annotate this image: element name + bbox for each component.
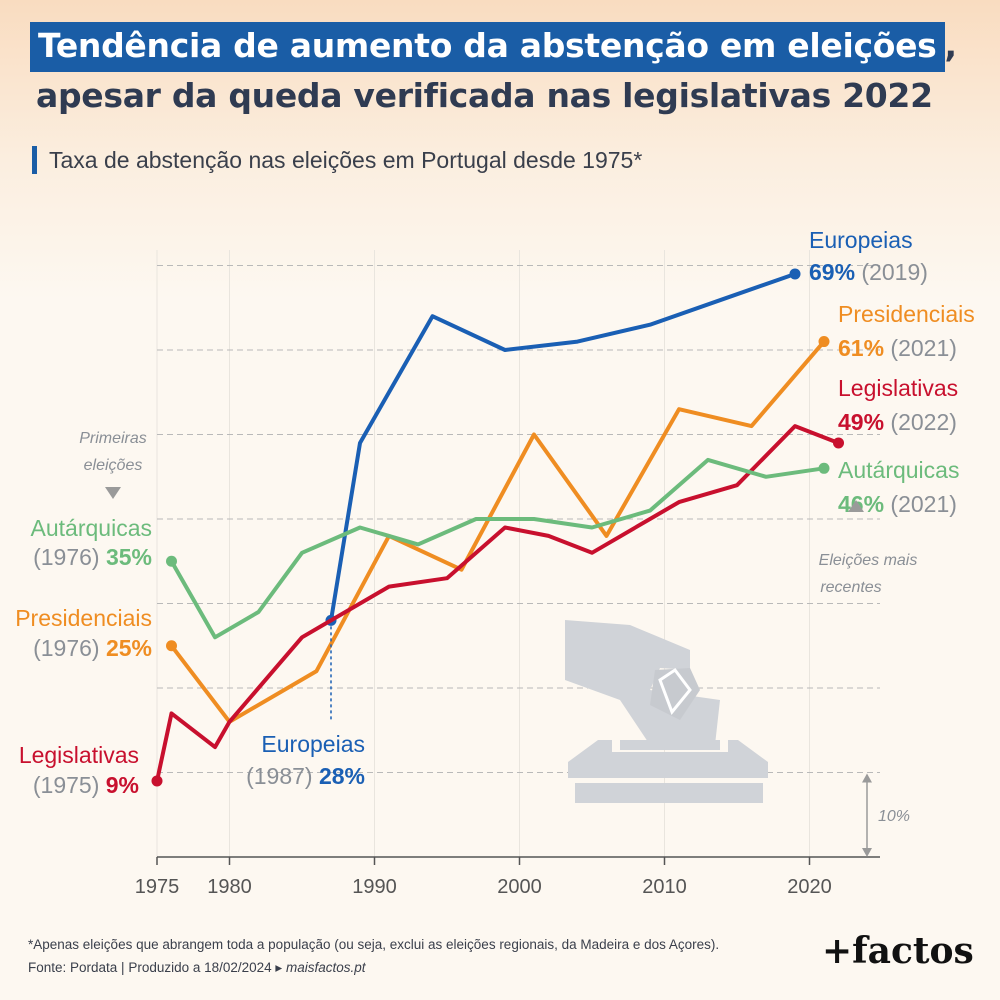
start-label-value-0: (1987) 28% [246,763,365,789]
end-label-value-3-part-1: (2021) [884,491,957,517]
title-line-1: Tendência de aumento da abstenção em ele… [30,22,945,72]
end-label-value-0-part-1: (2019) [855,259,928,285]
x-tick-label-2000: 2000 [497,876,542,898]
annotation-first-line1: Primeiras [79,430,147,447]
footnote: *Apenas eleições que abrangem toda a pop… [28,937,720,952]
start-label-value-1-part-1: 25% [100,635,152,661]
start-label-value-2: (1975) 9% [33,772,139,798]
start-label-value-0-part-0: (1987) [246,763,312,789]
start-label-name-1-part-0: Presidenciais [15,605,152,631]
annotation-latest-line1: Eleições mais [819,552,918,569]
series-layer [151,268,844,787]
source-line: Fonte: Pordata | Produzido a 18/02/2024 … [28,960,366,976]
title-line-2: apesar da queda verificada nas legislati… [36,76,933,115]
scale-arrow-top [862,773,872,783]
brand-logo: +factos [822,930,974,972]
end-label-name-3-part-0: Autárquicas [838,457,959,483]
label-layer: Europeias (1987) 28% Presidenciais (1976) 2… [15,227,975,798]
end-label-name-0: Europeias [809,227,913,253]
end-label-value-1-part-1: (2021) [884,335,957,361]
start-label-name-3-part-0: Autárquicas [31,515,152,541]
end-label-value-3-part-0: 46% [838,491,884,517]
scale-label: 10% [878,808,910,825]
start-label-value-0-part-1: 28% [313,763,365,789]
series-line-0 [329,272,797,623]
x-tick-label-2010: 2010 [642,876,687,898]
series-line-2 [155,424,841,783]
x-tick-label-1990: 1990 [352,876,397,898]
end-label-value-0-part-0: 69% [809,259,855,285]
end-label-value-2: 49% (2022) [838,409,957,435]
ballot-box-icon [565,620,768,803]
start-label-value-2-part-0: (1975) [33,772,99,798]
series-end-point-3 [818,462,830,474]
source-text: Fonte: Pordata | Produzido a 18/02/2024 … [28,960,283,975]
x-axis: 1975 1980 1990 2000 2010 2020 [135,856,880,898]
x-tick-label-1975: 1975 [135,876,180,898]
start-label-name-2-part-0: Legislativas [19,742,139,768]
series-end-point-2 [833,437,844,449]
start-label-value-1-part-0: (1976) [33,635,99,661]
x-tick-label-2020: 2020 [787,876,832,898]
end-label-name-1-part-0: Presidenciais [838,301,975,327]
end-label-name-3: Autárquicas [838,457,959,483]
annotation-first-arrow [105,487,121,499]
annotation-layer: Primeiras eleições Eleições mais recentes 10… [79,430,917,857]
chart-subtitle: Taxa de abstenção nas eleições em Portug… [32,146,642,174]
end-label-name-2: Legislativas [838,375,958,401]
annotation-latest-line2: recentes [820,579,881,596]
start-label-name-1: Presidenciais [15,605,152,631]
title-block: Tendência de aumento da abstenção em ele… [30,22,980,115]
series-end-point-0 [789,268,801,280]
end-label-value-2-part-0: 49% [838,409,884,435]
end-label-value-3: 46% (2021) [838,491,957,517]
series-start-point-2 [151,775,163,787]
source-link[interactable]: maisfactos.pt [285,960,366,975]
end-label-value-1: 61% (2021) [838,335,957,361]
series-line-3 [169,457,826,640]
start-label-value-3-part-1: 35% [100,544,152,570]
start-label-value-1: (1976) 25% [33,635,152,661]
end-label-name-1: Presidenciais [838,301,975,327]
end-label-value-0: 69% (2019) [809,259,928,285]
end-label-name-2-part-0: Legislativas [838,375,958,401]
series-start-point-3 [166,555,177,567]
start-label-name-0: Europeias [261,731,365,757]
scale-arrow-bottom [862,848,872,857]
start-label-value-2-part-1: 9% [99,772,139,798]
annotation-latest-arrow [848,500,864,512]
annotation-first-line2: eleições [84,457,143,474]
end-label-value-1-part-0: 61% [838,335,884,361]
end-label-value-2-part-1: (2022) [884,409,957,435]
start-label-value-3-part-0: (1976) [33,544,99,570]
series-start-point-1 [166,640,177,652]
start-label-name-2: Legislativas [19,742,139,768]
start-label-value-3: (1976) 35% [33,544,152,570]
series-line-1 [169,339,826,724]
grid-layer [156,250,880,857]
start-label-name-3: Autárquicas [31,515,152,541]
series-end-point-1 [818,336,830,348]
start-label-name-0-part-0: Europeias [261,731,365,757]
x-tick-label-1980: 1980 [207,876,252,898]
end-label-name-0-part-0: Europeias [809,227,913,253]
title-comma: , [944,26,958,65]
